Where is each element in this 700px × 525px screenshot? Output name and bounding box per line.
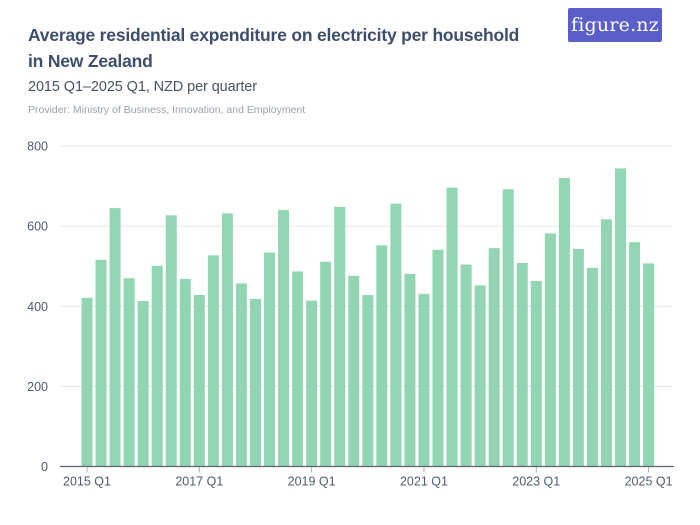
bar-2020-Q2: [376, 245, 388, 467]
bar-2017-Q1: [193, 295, 205, 467]
page-title-line2: in New Zealand: [28, 51, 153, 71]
figure-nz-logo-text: figure.nz: [571, 13, 659, 36]
x-axis-tick-label: 2015 Q1: [63, 475, 111, 489]
bar-2020-Q3: [390, 203, 402, 467]
x-axis-tick-label: 2017 Q1: [175, 475, 223, 489]
bar-2022-Q3: [502, 189, 514, 467]
x-axis-tick-label: 2021 Q1: [400, 475, 448, 489]
bar-2024-Q1: [586, 267, 598, 467]
bar-2023-Q1: [530, 281, 542, 467]
bar-2019-Q1: [306, 300, 318, 467]
bar-2024-Q4: [629, 242, 641, 467]
bar-2016-Q2: [151, 265, 163, 467]
y-axis-tick-label: 200: [27, 380, 48, 394]
bar-2022-Q2: [488, 248, 500, 467]
figure-nz-logo[interactable]: figure.nz: [568, 8, 662, 42]
bar-2015-Q2: [95, 259, 107, 467]
bar-2021-Q1: [418, 293, 430, 467]
bar-2024-Q2: [600, 219, 612, 467]
x-axis-tick-label: 2025 Q1: [625, 475, 673, 489]
chart-subtitle: 2015 Q1–2025 Q1, NZD per quarter: [28, 79, 257, 95]
page-title: Average residential expenditure on elect…: [28, 22, 588, 74]
page-title-line1: Average residential expenditure on elect…: [28, 25, 520, 45]
bar-2015-Q3: [109, 208, 121, 467]
bar-2022-Q1: [474, 285, 486, 467]
y-axis-tick-label: 400: [27, 300, 48, 314]
bar-2025-Q1: [643, 263, 655, 467]
bar-2024-Q3: [615, 168, 627, 467]
bar-2017-Q3: [221, 213, 233, 467]
y-axis-tick-label: 600: [27, 220, 48, 234]
bar-2021-Q2: [432, 249, 444, 467]
x-axis-tick-label: 2023 Q1: [512, 475, 560, 489]
bar-2021-Q4: [460, 264, 472, 467]
bar-2018-Q1: [249, 299, 261, 467]
bar-2015-Q4: [123, 278, 135, 467]
bar-2016-Q3: [165, 215, 177, 467]
bar-2015-Q1: [81, 297, 93, 467]
bar-2022-Q4: [516, 262, 528, 467]
bar-2019-Q4: [348, 275, 360, 467]
bar-2017-Q2: [207, 255, 219, 467]
bar-2019-Q2: [320, 261, 332, 467]
bar-2023-Q3: [558, 178, 570, 467]
y-axis-tick-label: 0: [41, 460, 48, 474]
provider-attribution: Provider: Ministry of Business, Innovati…: [28, 104, 306, 116]
bar-2020-Q4: [404, 273, 416, 467]
bar-2018-Q2: [264, 252, 276, 467]
bar-2016-Q1: [137, 301, 149, 467]
bar-2023-Q2: [544, 233, 556, 467]
bar-2021-Q3: [446, 187, 458, 467]
bar-2018-Q4: [292, 271, 304, 467]
bar-2023-Q4: [572, 248, 584, 467]
bar-2017-Q4: [235, 283, 247, 467]
bar-2018-Q3: [278, 210, 290, 467]
y-axis-tick-label: 800: [27, 140, 48, 154]
x-axis-tick-label: 2019 Q1: [288, 475, 336, 489]
bar-2016-Q4: [179, 279, 191, 467]
bar-2020-Q1: [362, 295, 374, 467]
bar-2019-Q3: [334, 206, 346, 467]
bar-chart: 0 200 400 600 800 2015 Q1 2017 Q1 2019 Q1 2021 Q…: [27, 140, 674, 489]
